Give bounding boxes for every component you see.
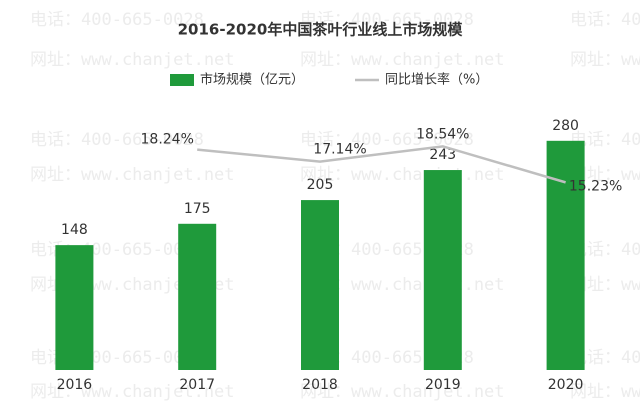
bar [301,200,339,370]
watermark: 网址：www.chanjet.net [570,275,640,295]
line-value-label: 15.23% [569,178,622,194]
bar [423,170,462,370]
bar-value-label: 205 [307,177,334,193]
line-value-label: 18.54% [416,126,469,142]
bar-value-label: 148 [61,222,88,238]
bar-value-label: 280 [552,118,579,134]
watermark: 网址：www.chanjet.net [300,382,505,402]
watermark: 网址：www.chanjet.net [300,50,505,70]
watermark: 电话：400-665-0028 [570,10,640,30]
bar [546,140,585,370]
bar-value-label: 243 [429,147,456,163]
watermark: 电话：400-665-0028 [570,240,640,260]
x-tick-label: 2016 [57,377,93,393]
watermark: 网址：www.chanjet.net [570,382,640,402]
watermark: 网址：www.chanjet.net [570,50,640,70]
watermark: 电话：400-665-0028 [30,10,204,30]
watermark: 网址：www.chanjet.net [30,50,235,70]
x-tick-label: 2017 [179,377,215,393]
watermark: 电话：400-665-0028 [30,130,204,150]
legend-swatch [170,74,194,86]
watermark: 网址：www.chanjet.net [570,165,640,185]
chart-title: 2016-2020年中国茶叶行业线上市场规模 [178,21,464,39]
watermark: 电话：400-665-0028 [300,10,474,30]
watermark: 网址：www.chanjet.net [30,165,235,185]
watermark: 网址：www.chanjet.net [30,382,235,402]
bar [55,245,94,370]
bar-value-label: 175 [184,201,211,217]
legend-label: 市场规模（亿元） [200,72,304,88]
watermark: 电话：400-665-0028 [570,348,640,368]
x-tick-label: 2019 [425,377,461,393]
x-tick-label: 2020 [548,377,584,393]
bar [178,223,217,370]
x-tick-label: 2018 [302,377,338,393]
legend-label: 同比增长率（%） [385,72,488,88]
watermark: 电话：400-665-0028 [300,130,474,150]
growth-line [197,145,566,184]
line-value-label: 17.14% [313,142,366,158]
line-value-label: 18.24% [141,132,194,148]
watermark: 电话：400-665-0028 [570,130,640,150]
